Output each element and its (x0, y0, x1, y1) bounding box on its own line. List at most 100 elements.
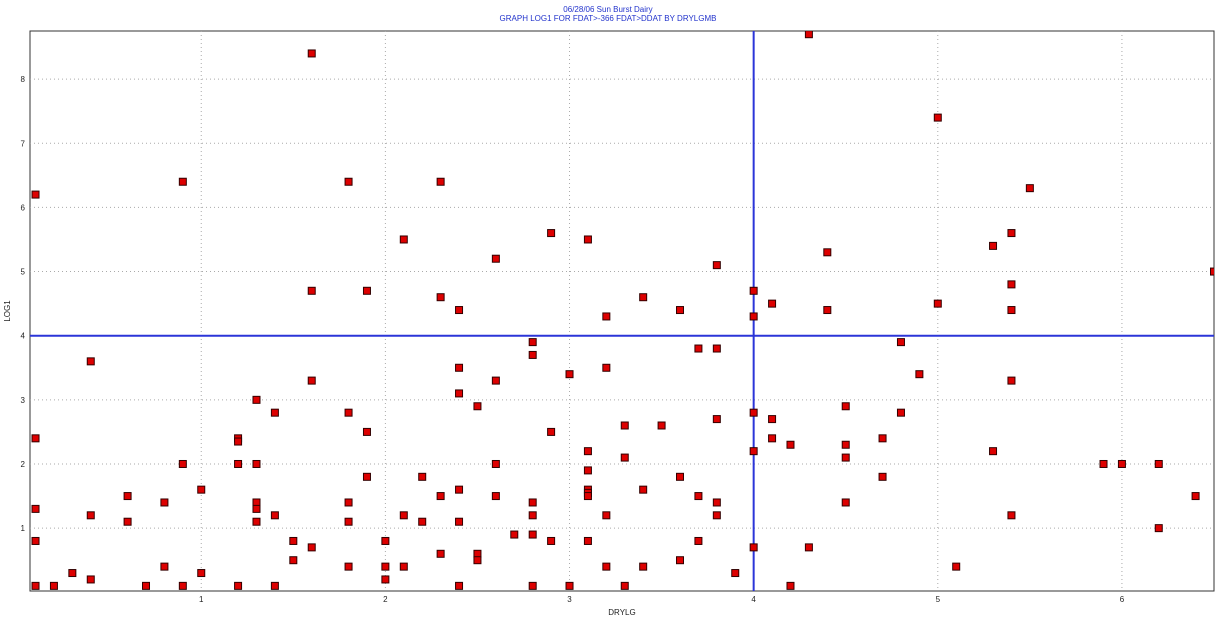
data-point (491, 254, 500, 263)
data-point (270, 408, 279, 417)
data-point (528, 530, 537, 539)
data-point (362, 472, 371, 481)
data-point (639, 562, 648, 571)
data-point (528, 581, 537, 590)
y-tick-label: 4 (21, 332, 26, 341)
data-point (491, 376, 500, 385)
data-points (31, 31, 1214, 590)
data-point (749, 543, 758, 552)
data-point (307, 543, 316, 552)
data-point (841, 453, 850, 462)
data-point (31, 581, 40, 590)
data-point (694, 492, 703, 501)
data-point (252, 504, 261, 513)
data-point (234, 581, 243, 590)
data-point (1210, 267, 1214, 276)
chart-subtitle: GRAPH LOG1 FOR FDAT>-366 FDAT>DDAT BY DR… (499, 14, 717, 23)
data-point (712, 415, 721, 424)
data-point (455, 363, 464, 372)
data-point (804, 31, 813, 39)
data-point (1117, 459, 1126, 468)
data-point (1025, 184, 1034, 193)
data-point (602, 312, 611, 321)
data-point (307, 376, 316, 385)
data-point (786, 581, 795, 590)
data-point (381, 536, 390, 545)
plot-frame (29, 30, 1215, 592)
data-point (915, 370, 924, 379)
data-point (933, 113, 942, 122)
data-point (602, 511, 611, 520)
data-point (639, 485, 648, 494)
data-point (583, 466, 592, 475)
data-point (620, 581, 629, 590)
data-point (142, 581, 151, 590)
data-point (31, 190, 40, 199)
x-tick-label: 5 (936, 595, 941, 604)
data-point (418, 472, 427, 481)
data-point (620, 453, 629, 462)
data-point (749, 447, 758, 456)
data-point (694, 344, 703, 353)
data-point (528, 338, 537, 347)
data-point (270, 511, 279, 520)
data-point (270, 581, 279, 590)
data-point (436, 549, 445, 558)
data-point (528, 511, 537, 520)
data-point (768, 415, 777, 424)
x-tick-label: 4 (751, 595, 756, 604)
x-tick-label: 2 (383, 595, 388, 604)
data-point (896, 408, 905, 417)
data-point (289, 536, 298, 545)
data-point (583, 536, 592, 545)
data-point (455, 485, 464, 494)
data-point (1007, 376, 1016, 385)
y-tick-label: 3 (21, 396, 26, 405)
data-point (399, 235, 408, 244)
data-point (676, 472, 685, 481)
data-point (49, 581, 58, 590)
data-point (178, 581, 187, 590)
data-point (234, 437, 243, 446)
data-point (234, 459, 243, 468)
data-point (31, 434, 40, 443)
data-point (160, 498, 169, 507)
data-point (657, 421, 666, 430)
x-tick-label: 3 (567, 595, 572, 604)
y-tick-label: 6 (21, 203, 26, 212)
data-point (510, 530, 519, 539)
data-point (455, 306, 464, 315)
data-point (418, 517, 427, 526)
data-point (160, 562, 169, 571)
data-point (86, 575, 95, 584)
data-point (602, 562, 611, 571)
y-axis-label: LOG1 (3, 300, 12, 322)
data-point (197, 569, 206, 578)
data-point (1007, 229, 1016, 238)
data-point (399, 511, 408, 520)
y-tick-label: 5 (21, 268, 26, 277)
data-point (252, 459, 261, 468)
y-tick-label: 7 (21, 139, 26, 148)
data-point (547, 427, 556, 436)
data-point (583, 235, 592, 244)
data-point (878, 472, 887, 481)
data-point (841, 440, 850, 449)
data-point (823, 248, 832, 257)
data-point (86, 511, 95, 520)
data-point (952, 562, 961, 571)
data-point (694, 536, 703, 545)
data-point (178, 177, 187, 186)
data-point (252, 517, 261, 526)
data-point (749, 286, 758, 295)
data-point (455, 517, 464, 526)
data-point (473, 402, 482, 411)
data-point (583, 492, 592, 501)
data-point (712, 511, 721, 520)
data-point (362, 427, 371, 436)
data-point (841, 402, 850, 411)
data-point (436, 293, 445, 302)
data-point (639, 293, 648, 302)
data-point (178, 459, 187, 468)
data-point (344, 408, 353, 417)
